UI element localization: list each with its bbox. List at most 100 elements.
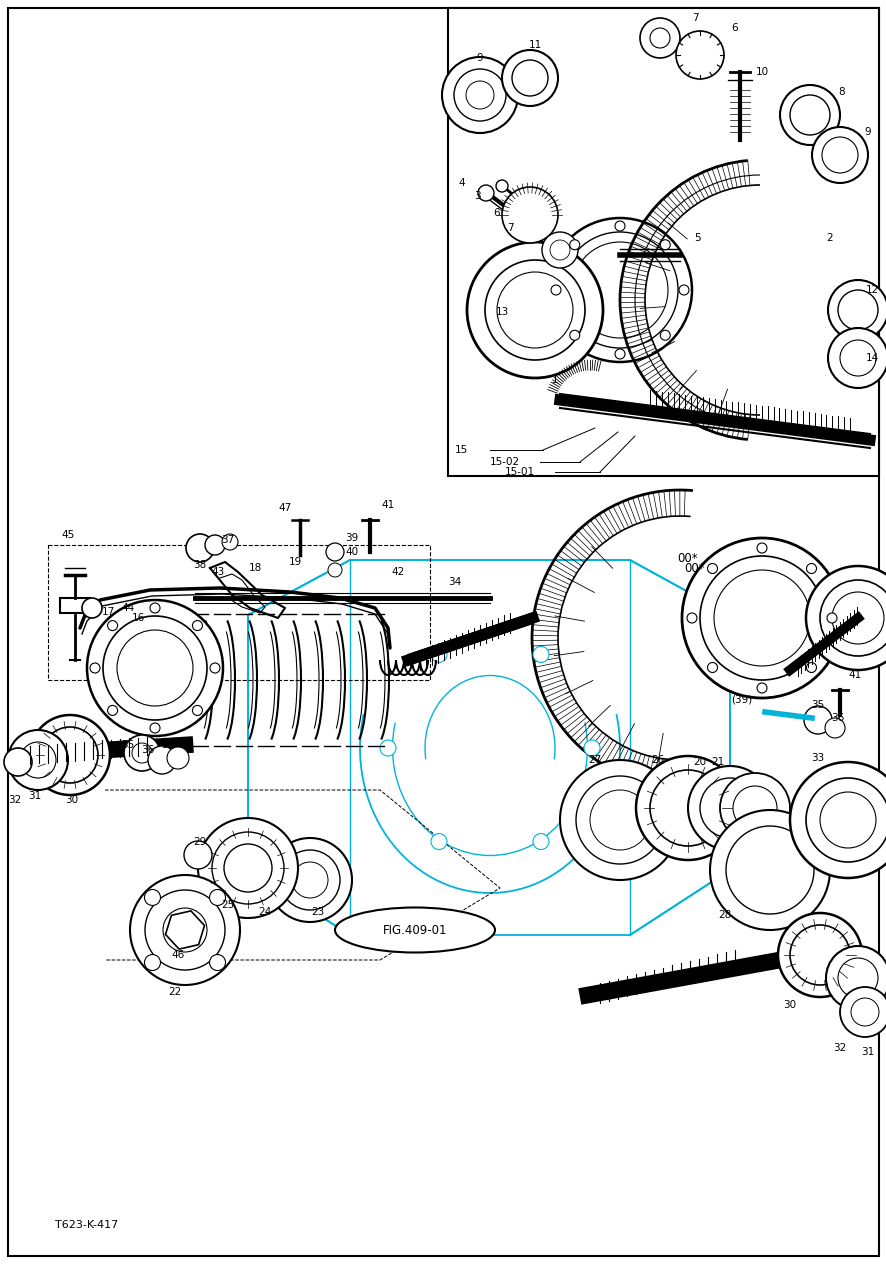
Circle shape <box>687 613 696 623</box>
Circle shape <box>268 838 352 921</box>
Text: 00*: 00* <box>684 561 704 575</box>
Circle shape <box>495 179 508 192</box>
Text: 35: 35 <box>121 739 135 750</box>
Circle shape <box>811 126 867 183</box>
Circle shape <box>707 662 717 672</box>
Circle shape <box>789 762 886 878</box>
Circle shape <box>465 81 494 109</box>
Text: 18: 18 <box>248 562 261 573</box>
Text: 27: 27 <box>587 755 601 765</box>
Circle shape <box>699 556 823 680</box>
Circle shape <box>107 705 118 715</box>
Text: 21: 21 <box>711 757 724 767</box>
Circle shape <box>756 544 766 554</box>
Text: 9: 9 <box>476 53 483 63</box>
Circle shape <box>511 59 548 96</box>
Text: 41: 41 <box>847 670 860 680</box>
Text: 20: 20 <box>693 757 706 767</box>
Circle shape <box>614 221 625 231</box>
Circle shape <box>291 862 328 897</box>
Circle shape <box>779 85 839 145</box>
Circle shape <box>130 875 240 985</box>
Circle shape <box>144 890 160 905</box>
Circle shape <box>107 621 118 631</box>
Circle shape <box>839 340 875 375</box>
Text: 30: 30 <box>66 795 79 805</box>
Circle shape <box>789 95 829 135</box>
Circle shape <box>575 776 664 865</box>
Circle shape <box>707 564 717 574</box>
Circle shape <box>719 774 789 843</box>
Circle shape <box>150 723 159 733</box>
Circle shape <box>441 57 517 133</box>
Text: 17: 17 <box>101 607 114 617</box>
Circle shape <box>326 544 344 561</box>
Text: 6: 6 <box>494 209 500 217</box>
Circle shape <box>825 945 886 1010</box>
Circle shape <box>30 715 110 795</box>
Text: 43: 43 <box>211 568 224 576</box>
Circle shape <box>163 908 206 952</box>
Circle shape <box>562 233 677 348</box>
Circle shape <box>675 32 723 78</box>
Text: 46: 46 <box>171 951 184 959</box>
Text: 13: 13 <box>494 307 508 317</box>
Circle shape <box>478 185 494 201</box>
Circle shape <box>82 598 102 618</box>
Text: 30: 30 <box>782 1000 796 1010</box>
Circle shape <box>831 592 883 643</box>
Circle shape <box>635 756 739 860</box>
Circle shape <box>150 603 159 613</box>
Circle shape <box>821 137 857 173</box>
Circle shape <box>87 600 222 736</box>
Text: 26: 26 <box>650 755 664 765</box>
Circle shape <box>8 731 68 790</box>
Circle shape <box>569 330 579 340</box>
Circle shape <box>725 825 813 914</box>
Text: 32: 32 <box>8 795 21 805</box>
Text: 14: 14 <box>865 353 878 363</box>
Bar <box>447 8 878 477</box>
Text: 45: 45 <box>61 530 74 540</box>
Circle shape <box>496 272 572 348</box>
Circle shape <box>688 766 771 849</box>
Text: 32: 32 <box>833 1043 845 1053</box>
Text: 1: 1 <box>551 375 557 386</box>
Circle shape <box>186 533 214 562</box>
Text: 47: 47 <box>278 503 291 513</box>
Circle shape <box>824 718 844 738</box>
Circle shape <box>205 535 225 555</box>
Circle shape <box>183 841 212 870</box>
Text: 7: 7 <box>691 13 697 23</box>
Text: 00*: 00* <box>677 551 697 565</box>
Circle shape <box>280 849 339 910</box>
Circle shape <box>732 786 776 830</box>
Circle shape <box>532 646 548 662</box>
Circle shape <box>559 760 680 880</box>
Circle shape <box>756 683 766 693</box>
Circle shape <box>805 662 816 672</box>
Circle shape <box>379 739 395 756</box>
Text: 23: 23 <box>311 908 324 916</box>
Circle shape <box>148 746 175 774</box>
Text: 31: 31 <box>28 791 42 801</box>
Text: (39): (39) <box>731 695 752 705</box>
Circle shape <box>569 240 579 250</box>
Circle shape <box>431 833 447 849</box>
Circle shape <box>839 987 886 1036</box>
Circle shape <box>805 566 886 670</box>
Text: 36: 36 <box>830 713 843 723</box>
Circle shape <box>144 954 160 971</box>
Circle shape <box>117 629 193 707</box>
Circle shape <box>541 233 578 268</box>
Circle shape <box>659 330 670 340</box>
Circle shape <box>501 51 557 106</box>
Circle shape <box>532 833 548 849</box>
Circle shape <box>103 616 206 720</box>
Text: 44: 44 <box>121 603 135 613</box>
Circle shape <box>548 217 691 362</box>
Text: 9: 9 <box>864 126 870 137</box>
Text: 39: 39 <box>345 533 358 544</box>
Circle shape <box>826 613 836 623</box>
Circle shape <box>431 646 447 662</box>
